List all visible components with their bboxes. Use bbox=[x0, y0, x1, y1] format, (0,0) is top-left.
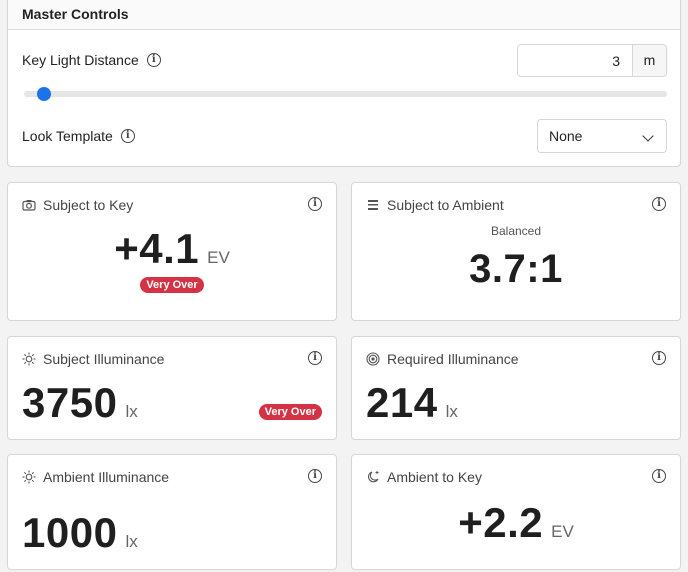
info-icon[interactable]: i bbox=[308, 469, 322, 483]
moon-sun-icon bbox=[368, 471, 379, 483]
lux-value: 1000 bbox=[22, 509, 118, 556]
info-icon[interactable]: i bbox=[652, 197, 666, 211]
camera-icon bbox=[22, 200, 36, 211]
card-title-row: Subject Illuminance bbox=[22, 351, 164, 367]
template-select[interactable]: None bbox=[537, 119, 667, 153]
value-row: 214 lx bbox=[366, 379, 458, 427]
card-title-row: Ambient to Key bbox=[366, 469, 482, 485]
card-title-row: Ambient Illuminance bbox=[22, 469, 169, 485]
lux-unit: lx bbox=[445, 402, 458, 421]
subject-to-key-card: Subject to Key i +4.1 EV Very Over bbox=[7, 182, 337, 321]
ambient-illuminance-card: Ambient Illuminance i 1000 lx bbox=[7, 454, 337, 570]
master-controls-panel: Master Controls Key Light Distance i m L… bbox=[7, 0, 681, 167]
info-icon[interactable]: i bbox=[146, 53, 161, 67]
distance-row: Key Light Distance i bbox=[22, 52, 161, 68]
distance-label: Key Light Distance bbox=[22, 52, 139, 68]
status-badge: Very Over bbox=[258, 404, 322, 420]
value-row: +4.1 EV bbox=[8, 225, 336, 273]
distance-input[interactable] bbox=[517, 44, 633, 77]
distance-slider-thumb[interactable] bbox=[36, 87, 51, 101]
sun-icon bbox=[22, 352, 36, 366]
subject-to-ambient-card: Subject to Ambient i Balanced 3.7:1 bbox=[351, 182, 681, 321]
ratio-subtitle: Balanced bbox=[490, 224, 542, 238]
lux-value: 214 bbox=[366, 379, 438, 426]
template-select-value: None bbox=[549, 128, 583, 144]
card-title: Subject to Key bbox=[43, 197, 134, 213]
value-row: +2.2 EV bbox=[352, 499, 680, 547]
target-icon bbox=[366, 352, 380, 366]
card-title-row: Required Illuminance bbox=[366, 351, 519, 367]
info-icon[interactable]: i bbox=[308, 351, 322, 365]
card-title: Ambient Illuminance bbox=[43, 469, 170, 485]
template-label: Look Template bbox=[22, 128, 113, 144]
distance-unit: m bbox=[632, 44, 667, 77]
lux-unit: lx bbox=[125, 402, 138, 421]
template-row: Look Template i bbox=[22, 128, 135, 144]
ambient-to-key-card: Ambient to Key i +2.2 EV bbox=[351, 454, 681, 570]
info-icon[interactable]: i bbox=[308, 197, 322, 211]
ev-value: +4.1 bbox=[114, 225, 200, 272]
card-title: Subject to Ambient bbox=[387, 197, 504, 213]
card-title-row: Subject to Key bbox=[22, 197, 133, 213]
card-title: Subject Illuminance bbox=[43, 351, 165, 367]
chevron-down-icon bbox=[642, 130, 654, 142]
ev-unit: EV bbox=[551, 522, 574, 541]
master-controls-title: Master Controls bbox=[8, 0, 680, 30]
status-badge: Very Over bbox=[140, 277, 204, 293]
info-icon[interactable]: i bbox=[652, 351, 666, 365]
card-title-row: Subject to Ambient bbox=[366, 197, 504, 213]
ratio-value: 3.7:1 bbox=[469, 247, 563, 291]
distance-slider-track[interactable] bbox=[24, 91, 667, 97]
info-icon[interactable]: i bbox=[652, 469, 666, 483]
bars-icon bbox=[368, 200, 378, 210]
value-row: 3750 lx bbox=[22, 379, 138, 427]
ev-unit: EV bbox=[207, 248, 230, 267]
info-icon[interactable]: i bbox=[120, 129, 135, 143]
subject-illuminance-card: Subject Illuminance i 3750 lx Very Over bbox=[7, 336, 337, 440]
lux-unit: lx bbox=[125, 532, 138, 551]
lux-value: 3750 bbox=[22, 379, 118, 426]
sun-icon bbox=[22, 470, 36, 484]
card-title: Ambient to Key bbox=[387, 469, 482, 485]
value-row: 1000 lx bbox=[22, 509, 138, 557]
ev-value: +2.2 bbox=[458, 499, 544, 546]
required-illuminance-card: Required Illuminance i 214 lx bbox=[351, 336, 681, 440]
card-title: Required Illuminance bbox=[387, 351, 519, 367]
